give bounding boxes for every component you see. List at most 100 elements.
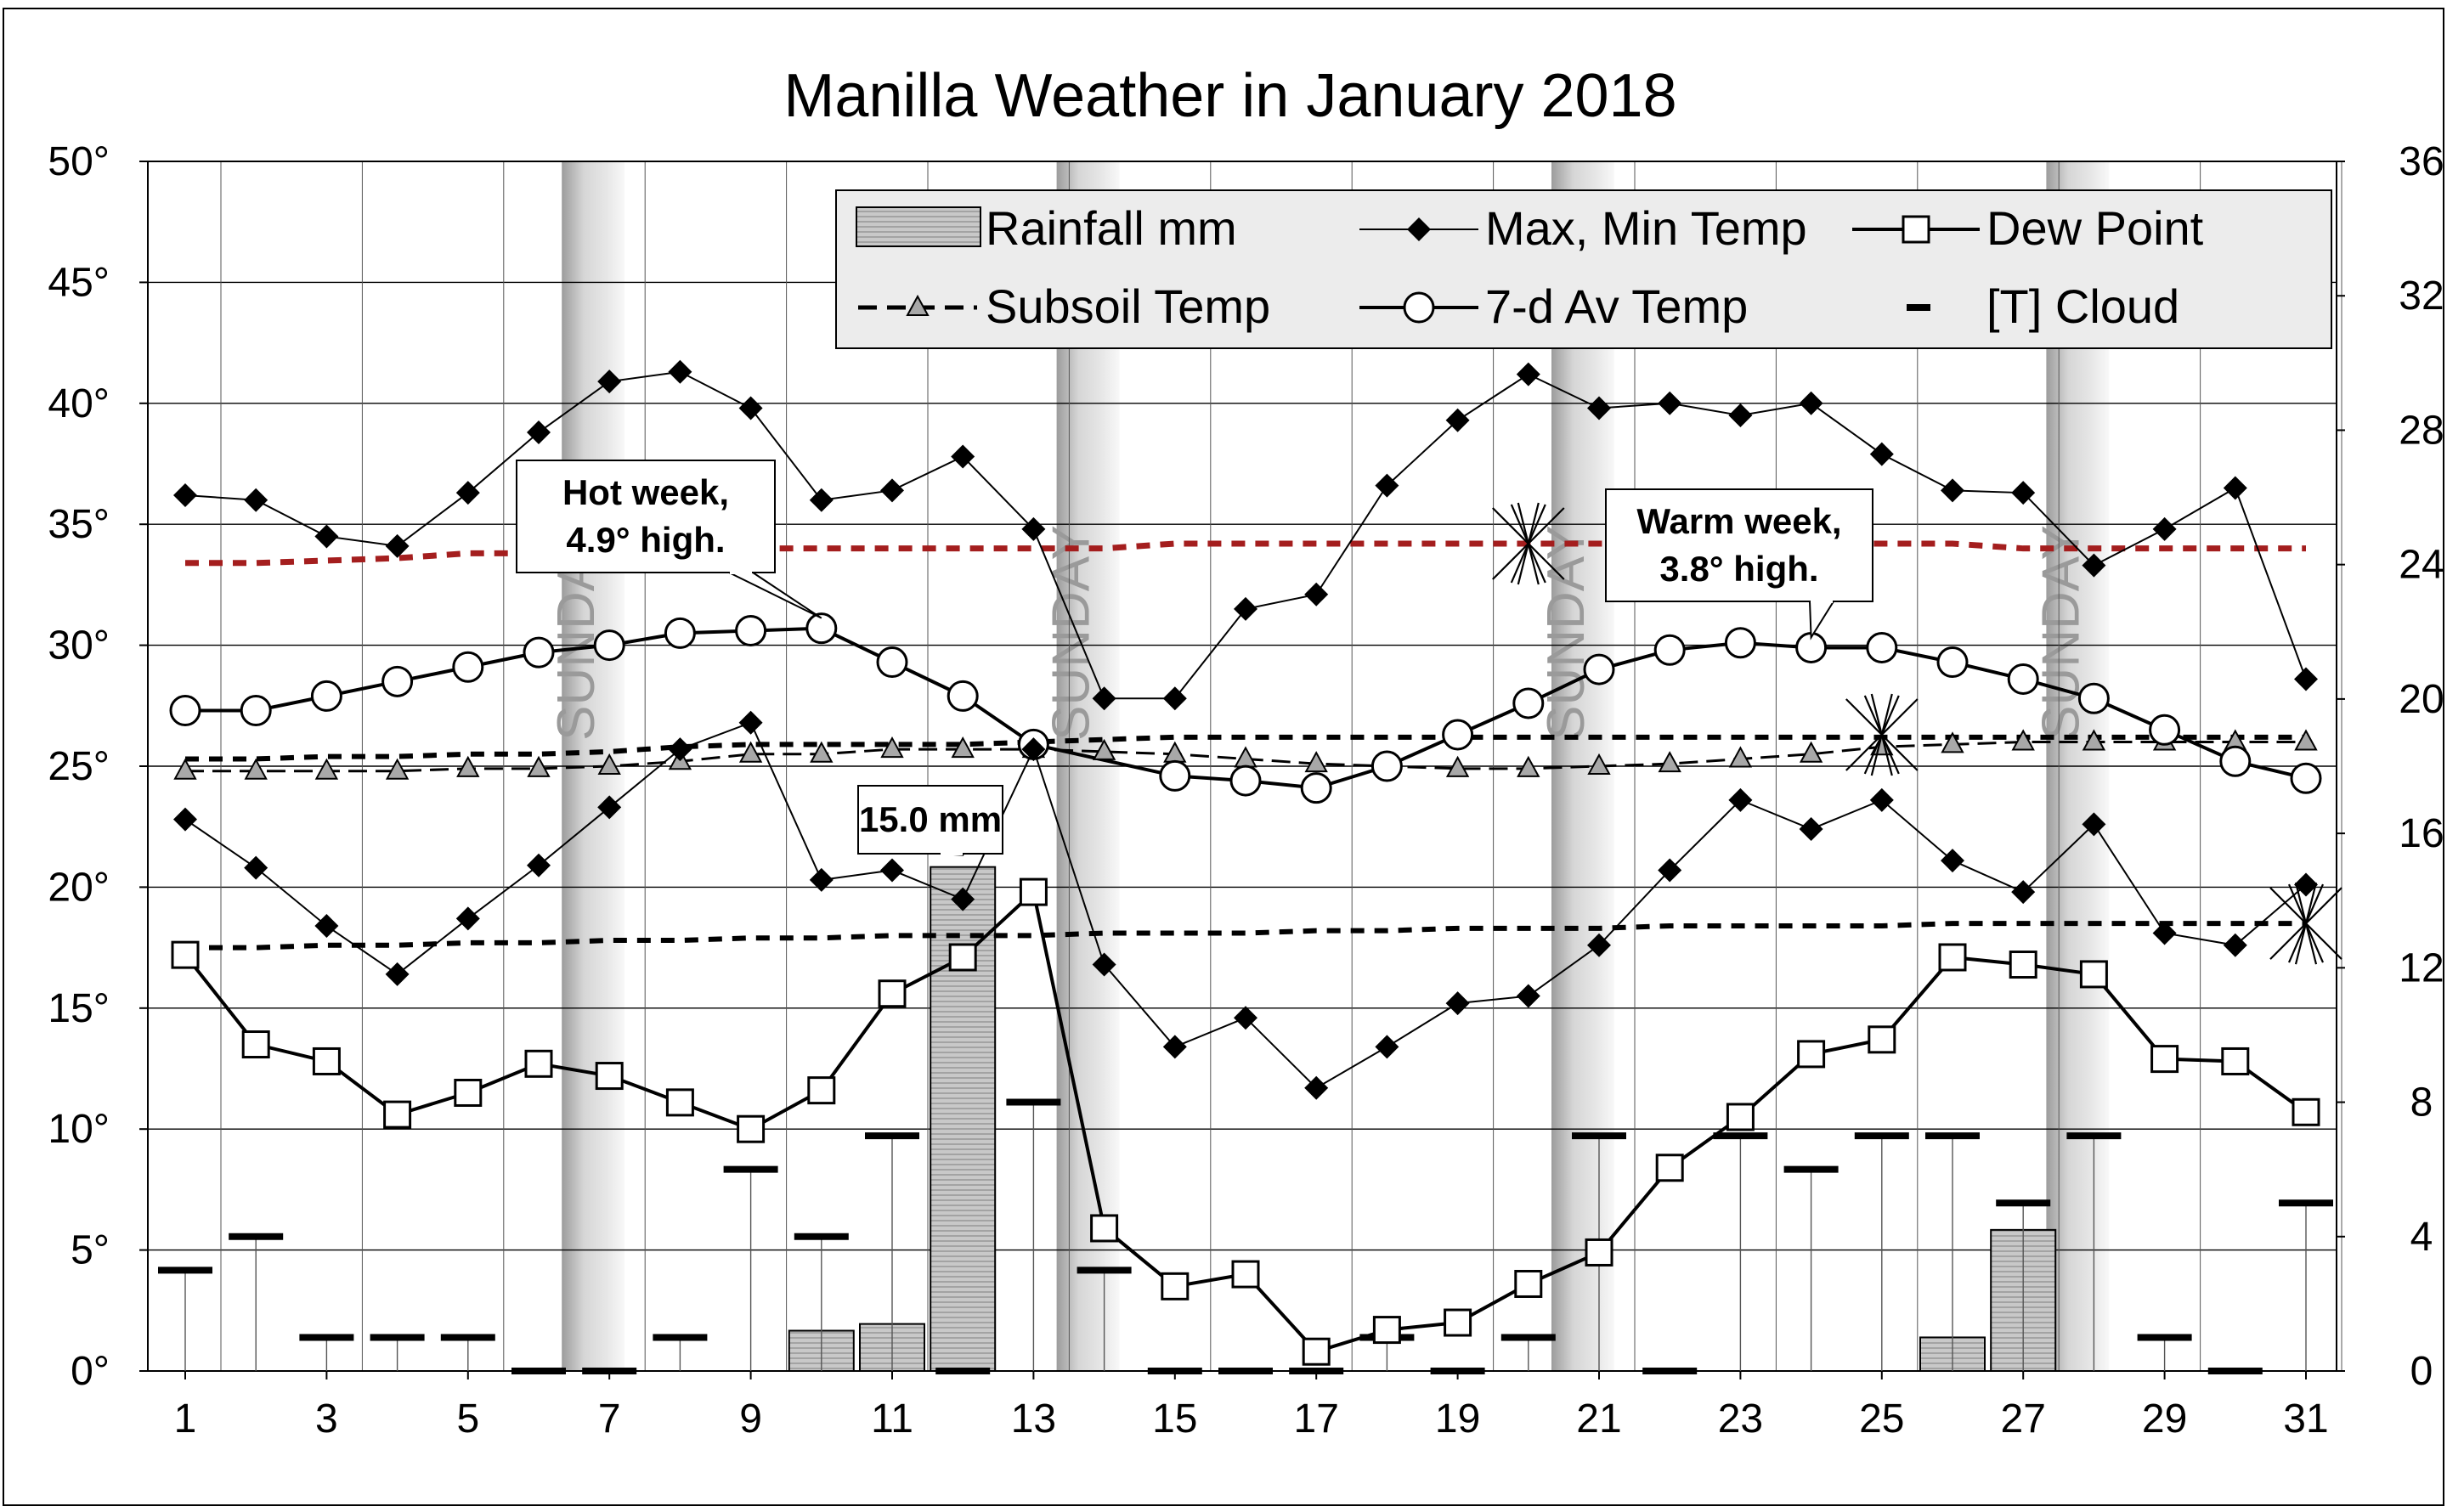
axes: 0° 5° 10° 15° 20° 25° 30° 35° 40° 45° 50° 0 4 8 12 16 20…	[48, 139, 2444, 1441]
min-temp-marker	[385, 962, 410, 986]
max-temp-marker	[668, 359, 692, 384]
avg7-marker	[2219, 745, 2252, 777]
subsoil-marker	[1445, 755, 1470, 777]
avg7-marker	[664, 617, 696, 649]
y-right-tick-label: 28	[2399, 408, 2444, 453]
max-temp-marker	[738, 396, 763, 420]
min-temp-marker	[2223, 933, 2247, 957]
dew-point-marker	[383, 1100, 412, 1129]
min-temp-marker	[1941, 849, 1964, 873]
sunday-label: SUNDAY	[1537, 525, 1596, 741]
min-temp-marker	[1799, 817, 1823, 842]
legend-avg7-label: 7-d Av Temp	[1485, 279, 1748, 333]
chart-title: Manilla Weather in January 2018	[783, 62, 1676, 130]
avg7-marker	[947, 680, 979, 712]
min-temp-marker	[951, 887, 975, 911]
subsoil-marker	[244, 758, 268, 780]
max-temp-marker	[1799, 391, 1823, 415]
annotations: Hot week, 4.9° high. Warm week, 3.8° high. 1…	[516, 460, 1873, 856]
series-markers	[169, 359, 2342, 1366]
subsoil-marker	[173, 758, 197, 780]
dew-point-marker	[2079, 960, 2108, 989]
min-temp-marker	[2011, 880, 2036, 905]
subsoil-marker	[527, 755, 551, 777]
legend-rainfall-swatch	[856, 206, 981, 247]
dew-point-marker	[1090, 1214, 1119, 1243]
subsoil-marker	[1304, 751, 1328, 773]
dew-point-marker	[1655, 1154, 1684, 1182]
x-tick-label: 31	[2283, 1396, 2328, 1441]
annotation-box	[857, 785, 1003, 855]
y-right-tick-label: 0	[2410, 1349, 2433, 1394]
min-temp-marker	[1728, 787, 1753, 812]
cloud-star-marker	[1492, 502, 1565, 585]
max-temp-marker	[597, 370, 622, 394]
avg7-marker	[1442, 719, 1474, 751]
avg7-marker	[1653, 634, 1686, 666]
min-temp-marker	[1092, 952, 1116, 977]
min-temp-marker	[1304, 1075, 1329, 1100]
cloud-markers	[158, 1098, 2333, 1374]
min-temp-marker	[738, 710, 763, 735]
legend-avg7-marker	[1403, 291, 1435, 324]
x-tick-label: 21	[1576, 1396, 1621, 1441]
y-left-tick-label: 30°	[48, 623, 110, 669]
min-temp-marker	[244, 855, 268, 880]
annotation-callout: Warm week, 3.8° high.	[1605, 488, 1873, 640]
avg7-marker	[2007, 663, 2039, 695]
cloud-star-stroke	[1863, 695, 1900, 775]
subsoil-marker	[1587, 753, 1611, 775]
subsoil-marker	[1941, 731, 1964, 753]
subsoil-marker	[456, 755, 480, 777]
max-temp-marker	[2011, 481, 2036, 505]
x-tick-label: 5	[456, 1396, 479, 1441]
x-tick-label: 23	[1718, 1396, 1763, 1441]
x-tick-label: 3	[315, 1396, 338, 1441]
subsoil-marker	[810, 741, 834, 763]
min-temp-marker	[2082, 812, 2106, 837]
cloud-star-marker	[1845, 693, 1919, 776]
max-temp-marker	[880, 478, 904, 503]
avg7-marker	[523, 636, 555, 669]
dew-point-marker	[171, 940, 200, 969]
y-right-tick-label: 36	[2399, 139, 2444, 184]
max-temp-marker	[1658, 391, 1682, 415]
dew-point-marker	[595, 1062, 624, 1091]
subsoil-marker	[951, 736, 975, 759]
x-tick-label: 17	[1294, 1396, 1339, 1441]
max-temp-marker	[244, 488, 268, 512]
x-tick-label: 27	[2001, 1396, 2046, 1441]
y-left-tick-label: 10°	[48, 1107, 110, 1152]
subsoil-marker	[880, 736, 904, 759]
y-left-tick-label: 20°	[48, 865, 110, 910]
x-tick-label: 13	[1011, 1396, 1056, 1441]
min-temp-marker	[1516, 984, 1540, 1008]
max-temp-marker	[455, 481, 480, 505]
annotation-callout: 15.0 mm	[857, 785, 1003, 856]
avg7-marker	[2149, 714, 2181, 746]
sunday-label: SUNDAY	[1043, 525, 1101, 741]
subsoil-marker	[2294, 729, 2318, 751]
y-left-tick-label: 50°	[48, 139, 110, 184]
subsoil-marker	[1092, 738, 1116, 760]
y-right-tick-label: 4	[2410, 1215, 2433, 1260]
max-temp-marker	[1869, 442, 1894, 466]
annotation-text: 15.0 mm	[859, 799, 1002, 839]
legend-dew-label: Dew Point	[1986, 201, 2204, 255]
y-right-tick-label: 8	[2410, 1080, 2433, 1126]
subsoil-marker	[1799, 741, 1823, 763]
max-temp-marker	[1728, 403, 1753, 428]
subsoil-marker	[738, 741, 763, 763]
min-temp-marker	[1021, 737, 1046, 762]
dew-point-marker	[737, 1114, 766, 1143]
x-tick-label: 11	[871, 1396, 913, 1441]
dew-point-marker	[2221, 1047, 2250, 1075]
avg7-marker	[1512, 687, 1545, 719]
y-left-tick-label: 40°	[48, 381, 110, 426]
annotation-box	[516, 460, 776, 573]
min-temp-marker	[2152, 921, 2177, 945]
cloud-star-stroke	[2287, 883, 2325, 963]
dew-point-marker	[1726, 1103, 1755, 1131]
avg7-marker	[1229, 764, 1262, 797]
legend-box	[835, 189, 2332, 349]
